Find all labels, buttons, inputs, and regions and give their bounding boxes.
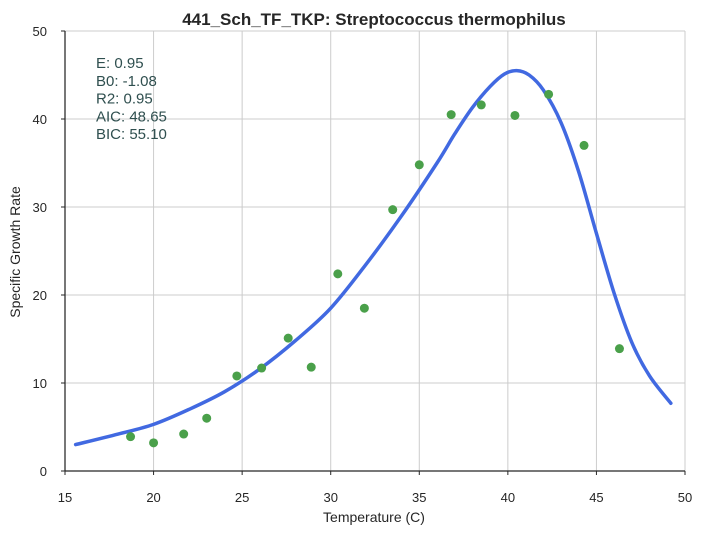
stats-line: B0: -1.08 bbox=[96, 73, 157, 90]
data-point bbox=[414, 160, 424, 170]
data-point bbox=[232, 371, 242, 381]
y-tick-label: 30 bbox=[33, 200, 47, 215]
y-tick-label: 20 bbox=[33, 288, 47, 303]
data-point bbox=[333, 269, 343, 279]
y-tick-label: 40 bbox=[33, 112, 47, 127]
data-point bbox=[179, 429, 189, 439]
x-tick-label: 35 bbox=[412, 490, 426, 505]
tick-labels: 15 20 25 30 35 40 45 50 0 10 20 30 40 50 bbox=[33, 24, 693, 505]
x-tick-label: 25 bbox=[235, 490, 249, 505]
stats-line: BIC: 55.10 bbox=[96, 126, 167, 143]
fitted-curve-layer bbox=[73, 68, 673, 447]
stats-line: R2: 0.95 bbox=[96, 91, 153, 108]
x-tick-label: 20 bbox=[146, 490, 160, 505]
x-tick-label: 15 bbox=[58, 490, 72, 505]
y-axis-label: Specific Growth Rate bbox=[7, 186, 23, 318]
data-point bbox=[388, 205, 398, 215]
y-tick-label: 0 bbox=[40, 464, 47, 479]
chart-title: 441_Sch_TF_TKP: Streptococcus thermophil… bbox=[182, 10, 566, 29]
x-tick-label: 30 bbox=[323, 490, 337, 505]
stats-line: AIC: 48.65 bbox=[96, 108, 167, 125]
data-point bbox=[614, 344, 624, 354]
stats-line: E: 0.95 bbox=[96, 55, 144, 72]
x-tick-label: 50 bbox=[678, 490, 692, 505]
data-point bbox=[306, 362, 316, 372]
x-axis-label: Temperature (C) bbox=[323, 509, 425, 525]
x-tick-label: 40 bbox=[501, 490, 515, 505]
data-point bbox=[202, 413, 212, 423]
axes bbox=[61, 30, 686, 475]
data-point bbox=[544, 89, 554, 99]
data-point bbox=[257, 363, 267, 373]
data-point bbox=[446, 110, 456, 120]
y-tick-label: 50 bbox=[33, 24, 47, 39]
data-point bbox=[476, 100, 486, 110]
grid bbox=[64, 30, 686, 472]
fitted-curve bbox=[73, 68, 673, 447]
x-tick-label: 45 bbox=[589, 490, 603, 505]
data-point bbox=[149, 438, 159, 448]
data-point bbox=[126, 432, 136, 442]
data-points-layer bbox=[126, 89, 624, 448]
data-point bbox=[283, 333, 293, 343]
y-tick-label: 10 bbox=[33, 376, 47, 391]
data-point bbox=[359, 303, 369, 313]
data-point bbox=[579, 140, 589, 150]
data-point bbox=[510, 110, 520, 120]
